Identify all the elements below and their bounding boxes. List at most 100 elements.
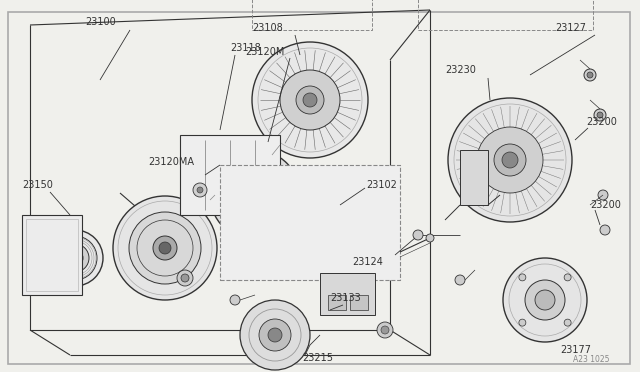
Circle shape xyxy=(159,242,171,254)
Circle shape xyxy=(503,258,587,342)
Polygon shape xyxy=(522,189,531,201)
Circle shape xyxy=(455,275,465,285)
Text: 23118: 23118 xyxy=(230,43,260,53)
Polygon shape xyxy=(320,126,329,138)
Circle shape xyxy=(535,290,555,310)
Circle shape xyxy=(47,230,103,286)
Circle shape xyxy=(38,243,48,253)
Bar xyxy=(252,0,372,30)
Circle shape xyxy=(519,274,526,281)
Polygon shape xyxy=(278,71,289,81)
Polygon shape xyxy=(242,212,254,237)
Polygon shape xyxy=(541,147,553,153)
Text: 23102: 23102 xyxy=(366,180,397,190)
Polygon shape xyxy=(477,127,488,138)
Circle shape xyxy=(240,300,310,370)
Polygon shape xyxy=(269,101,280,107)
Circle shape xyxy=(502,152,518,168)
Polygon shape xyxy=(273,77,285,87)
Polygon shape xyxy=(483,186,493,197)
Circle shape xyxy=(245,185,255,195)
Circle shape xyxy=(587,72,593,78)
Polygon shape xyxy=(221,206,243,228)
Polygon shape xyxy=(517,117,524,129)
Polygon shape xyxy=(307,130,313,141)
Polygon shape xyxy=(469,140,481,148)
Circle shape xyxy=(261,196,269,204)
Polygon shape xyxy=(284,65,294,77)
Polygon shape xyxy=(326,123,337,135)
Circle shape xyxy=(303,93,317,107)
Circle shape xyxy=(197,187,203,193)
Circle shape xyxy=(564,319,571,326)
Polygon shape xyxy=(269,202,294,220)
Polygon shape xyxy=(497,191,503,203)
Polygon shape xyxy=(270,107,282,115)
Circle shape xyxy=(600,225,610,235)
Polygon shape xyxy=(340,101,351,107)
Polygon shape xyxy=(326,65,337,77)
Polygon shape xyxy=(314,60,321,71)
Polygon shape xyxy=(467,147,479,153)
Polygon shape xyxy=(511,193,516,204)
Polygon shape xyxy=(490,189,498,201)
Polygon shape xyxy=(270,85,282,93)
Polygon shape xyxy=(538,308,552,327)
Circle shape xyxy=(252,42,368,158)
Circle shape xyxy=(129,212,201,284)
Circle shape xyxy=(564,274,571,281)
Circle shape xyxy=(594,109,606,121)
Polygon shape xyxy=(335,77,347,87)
Polygon shape xyxy=(532,182,543,193)
Polygon shape xyxy=(527,123,537,134)
Polygon shape xyxy=(511,116,516,127)
Polygon shape xyxy=(338,85,350,93)
Polygon shape xyxy=(543,161,554,166)
Polygon shape xyxy=(173,258,185,270)
Polygon shape xyxy=(278,118,289,129)
Circle shape xyxy=(381,326,389,334)
Circle shape xyxy=(296,86,324,114)
Circle shape xyxy=(448,98,572,222)
Circle shape xyxy=(230,295,240,305)
Circle shape xyxy=(494,144,526,176)
Circle shape xyxy=(61,244,89,272)
Polygon shape xyxy=(469,172,481,181)
Circle shape xyxy=(259,319,291,351)
Polygon shape xyxy=(335,113,347,123)
Circle shape xyxy=(71,254,79,262)
Polygon shape xyxy=(314,129,321,141)
Polygon shape xyxy=(168,222,178,234)
Polygon shape xyxy=(260,212,278,235)
Polygon shape xyxy=(541,167,553,174)
Circle shape xyxy=(241,181,269,209)
Bar xyxy=(220,165,400,280)
Polygon shape xyxy=(152,262,162,273)
Text: 23133: 23133 xyxy=(330,293,361,303)
Circle shape xyxy=(193,183,207,197)
Polygon shape xyxy=(543,154,554,159)
Polygon shape xyxy=(232,155,250,178)
Polygon shape xyxy=(140,235,151,245)
Polygon shape xyxy=(145,225,157,238)
Text: 23177: 23177 xyxy=(560,345,591,355)
Polygon shape xyxy=(307,59,313,70)
Polygon shape xyxy=(473,177,484,187)
Bar xyxy=(180,135,280,215)
Text: 23200: 23200 xyxy=(586,117,617,127)
Polygon shape xyxy=(539,172,551,181)
Polygon shape xyxy=(338,107,350,115)
Bar xyxy=(460,150,488,205)
Polygon shape xyxy=(466,154,477,159)
Circle shape xyxy=(323,208,337,222)
Circle shape xyxy=(426,234,434,242)
Text: A23 1025: A23 1025 xyxy=(573,356,610,365)
Circle shape xyxy=(525,280,565,320)
Polygon shape xyxy=(497,117,503,129)
Text: 23120MA: 23120MA xyxy=(148,157,194,167)
Circle shape xyxy=(318,203,342,227)
Polygon shape xyxy=(504,193,509,204)
Circle shape xyxy=(248,188,262,202)
Polygon shape xyxy=(532,127,543,138)
Polygon shape xyxy=(269,93,280,99)
